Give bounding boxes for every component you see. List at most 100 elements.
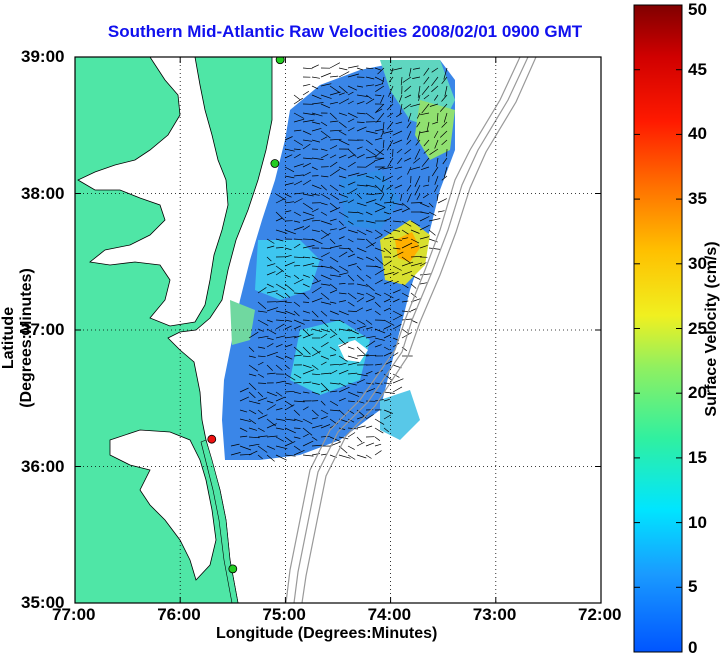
velocity-arrow — [266, 404, 276, 411]
velocity-arrow — [365, 319, 373, 325]
velocity-arrow — [302, 67, 313, 70]
chesapeake-bay — [77, 57, 229, 327]
velocity-arrow — [441, 94, 448, 102]
velocity-arrow — [338, 67, 348, 71]
velocity-arrow — [356, 378, 365, 384]
velocity-arrow — [365, 238, 375, 247]
velocity-arrow — [356, 441, 365, 447]
velocity-arrow — [329, 62, 341, 69]
velocity-arrow — [329, 245, 342, 249]
velocity-arrow — [266, 435, 278, 438]
velocity-arrow — [320, 319, 329, 327]
velocity-arrow — [311, 76, 320, 79]
velocity-arrow — [329, 301, 337, 304]
velocity-arrow — [374, 337, 385, 341]
velocity-arrow — [284, 319, 293, 322]
velocity-arrow — [436, 193, 439, 201]
velocity-arrow — [266, 290, 278, 294]
velocity-arrow — [311, 286, 322, 294]
velocity-arrow — [374, 391, 382, 394]
velocity-arrow — [338, 397, 346, 402]
velocity-arrow — [284, 182, 294, 186]
velocity-arrow — [408, 67, 412, 77]
velocity-arrow — [356, 247, 367, 253]
velocity-arrow — [401, 261, 414, 267]
velocity-arrow — [365, 139, 373, 146]
velocity-arrow — [429, 148, 439, 155]
velocity-arrow — [375, 85, 385, 92]
velocity-arrow — [347, 355, 358, 360]
velocity-arrow — [311, 391, 320, 395]
velocity-arrow — [302, 418, 313, 425]
velocity-arrow — [386, 103, 394, 111]
velocity-arrow — [392, 251, 404, 258]
velocity-arrow — [293, 418, 303, 423]
velocity-arrow — [410, 238, 420, 244]
velocity-arrow — [434, 94, 439, 101]
velocity-arrow — [275, 343, 283, 348]
velocity-arrow — [365, 76, 375, 80]
velocity-arrow — [230, 452, 241, 456]
velocity-arrow — [329, 101, 339, 105]
velocity-arrow — [383, 272, 395, 276]
velocity-arrow — [248, 355, 256, 358]
velocity-arrow — [257, 301, 267, 310]
velocity-arrow — [266, 263, 276, 267]
velocity-arrow — [347, 454, 356, 460]
velocity-arrow — [338, 283, 346, 285]
velocity-arrow — [293, 436, 301, 439]
outer-banks — [200, 439, 239, 603]
velocity-arrow — [311, 139, 321, 143]
velocity-arrow — [394, 184, 403, 189]
velocity-arrow — [320, 136, 328, 141]
velocity-arrow — [347, 118, 355, 123]
velocity-arrow — [293, 211, 301, 217]
velocity-arrow — [284, 325, 292, 330]
velocity-arrow — [374, 94, 382, 96]
velocity-arrow — [338, 166, 347, 171]
velocity-arrow — [374, 120, 382, 123]
velocity-arrow — [302, 274, 310, 278]
velocity-arrow — [302, 171, 311, 177]
velocity-arrow — [239, 427, 248, 432]
velocity-arrow — [284, 404, 295, 411]
velocity-arrow — [374, 67, 382, 71]
velocity-arrow — [302, 355, 311, 358]
velocity-arrow — [293, 310, 300, 317]
velocity-arrow — [266, 238, 275, 244]
velocity-arrow — [356, 274, 365, 282]
velocity-arrow — [293, 391, 302, 395]
velocity-arrow — [431, 67, 439, 73]
velocity-arrow — [311, 409, 319, 417]
y-tick-label: 35:00 — [21, 593, 65, 612]
velocity-arrow — [311, 382, 320, 385]
velocity-arrow — [311, 193, 320, 196]
velocity-arrow — [394, 166, 403, 170]
velocity-arrow — [416, 193, 421, 200]
velocity-arrow — [293, 153, 301, 159]
velocity-arrow — [302, 406, 309, 411]
velocity-arrow — [347, 274, 355, 282]
velocity-arrow — [248, 373, 257, 377]
velocity-arrow — [320, 372, 331, 375]
velocity-arrow — [329, 138, 342, 141]
velocity-arrow — [421, 85, 430, 96]
velocity-arrow — [320, 153, 329, 159]
velocity-arrow — [284, 310, 296, 316]
velocity-arrow — [284, 355, 293, 360]
velocity-arrow — [347, 91, 354, 96]
velocity-arrow — [374, 128, 383, 132]
velocity-arrow — [396, 112, 403, 118]
velocity-arrow — [311, 208, 319, 213]
velocity-arrow — [284, 382, 292, 385]
velocity-arrow — [320, 382, 330, 392]
axis-ticks — [74, 56, 602, 604]
velocity-arrow — [248, 331, 259, 339]
velocity-arrow — [311, 157, 324, 160]
velocity-arrow — [320, 310, 328, 317]
velocity-arrow — [356, 454, 367, 459]
colorbar-tick-label: 5 — [688, 577, 698, 597]
velocity-arrow — [311, 166, 318, 171]
grid-lines — [75, 57, 601, 603]
velocity-arrow — [284, 454, 296, 457]
